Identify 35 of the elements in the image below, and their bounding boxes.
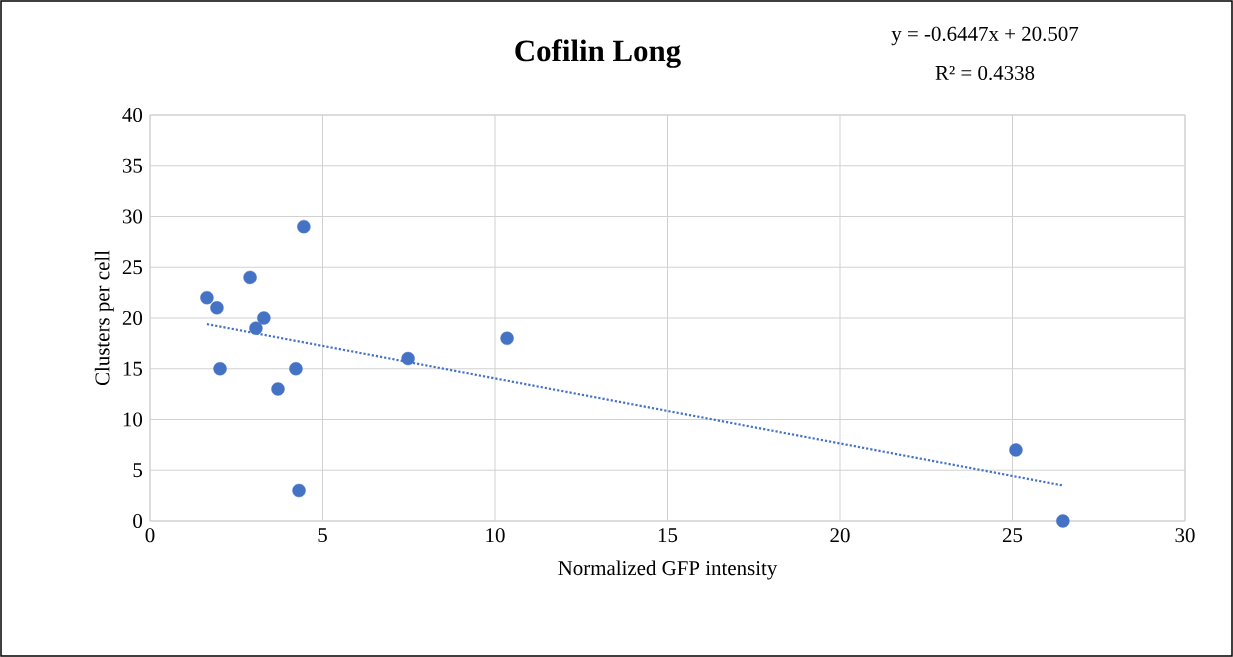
- x-tick-label: 0: [145, 528, 155, 543]
- point: [401, 351, 415, 366]
- y-tick-label: 5: [133, 463, 143, 478]
- point: [243, 270, 257, 285]
- point: [249, 321, 263, 335]
- y-tick-label: 40: [122, 107, 143, 123]
- y-tick-label: 20: [122, 310, 143, 326]
- point: [292, 483, 306, 498]
- x-tick-label: 25: [1002, 528, 1023, 543]
- point: [200, 290, 214, 305]
- x-tick-label: 20: [830, 528, 850, 543]
- chart-title: Cofilin Long: [515, 39, 681, 68]
- y-tick-label: 25: [122, 260, 143, 275]
- point: [289, 362, 303, 376]
- x-tick-label: 30: [1175, 528, 1195, 543]
- text: y = -0.6447x + 20.507: [891, 26, 1079, 46]
- y-tick-label: 10: [123, 412, 143, 427]
- x-tick-label: 10: [486, 528, 505, 543]
- point: [297, 219, 311, 234]
- point: [1056, 514, 1070, 528]
- point: [213, 362, 227, 376]
- y-tick-label: 0: [133, 513, 143, 529]
- x-tick-label: 15: [658, 528, 678, 543]
- y-tick-label: 30: [122, 209, 143, 224]
- point: [1009, 443, 1023, 457]
- y-tick-label: 15: [123, 361, 143, 376]
- x-tick-label: 5: [318, 528, 327, 543]
- point: [257, 311, 271, 325]
- point: [500, 331, 514, 345]
- text: R² = 0.4338: [935, 65, 1035, 81]
- x-axis-title: Normalized GFP intensity: [558, 560, 778, 580]
- y-axis-title: Clusters per cell: [94, 250, 114, 386]
- y-tick-label: 35: [122, 158, 143, 173]
- point: [271, 382, 285, 396]
- point: [210, 301, 224, 315]
